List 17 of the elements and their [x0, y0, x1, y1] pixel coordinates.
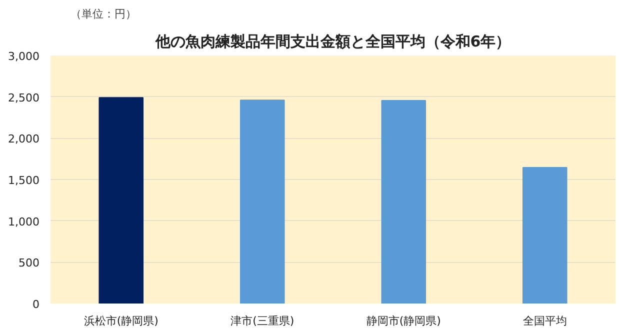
- bar: [240, 100, 285, 304]
- y-tick-label: 2,500: [8, 91, 40, 104]
- y-tick-label: 1,000: [8, 215, 40, 228]
- y-tick-label: 500: [18, 256, 40, 270]
- y-tick-label: 2,000: [8, 132, 40, 146]
- x-tick-label: 浜松市(静岡県): [84, 314, 158, 328]
- y-tick-label: 1,500: [8, 174, 40, 187]
- bar: [98, 97, 144, 304]
- y-tick-label: 0: [32, 298, 40, 311]
- chart-title: 他の魚肉練製品年間支出金額と全国平均（令和6年）: [154, 32, 511, 50]
- x-tick-label: 津市(三重県): [230, 314, 294, 328]
- text: （単位：円）: [70, 8, 136, 20]
- x-tick-label: 静岡市(静岡県): [366, 314, 441, 328]
- y-tick-label: 3,000: [8, 50, 40, 63]
- bar: [522, 167, 568, 304]
- bar: [381, 100, 426, 304]
- x-tick-label: 全国平均: [522, 314, 567, 328]
